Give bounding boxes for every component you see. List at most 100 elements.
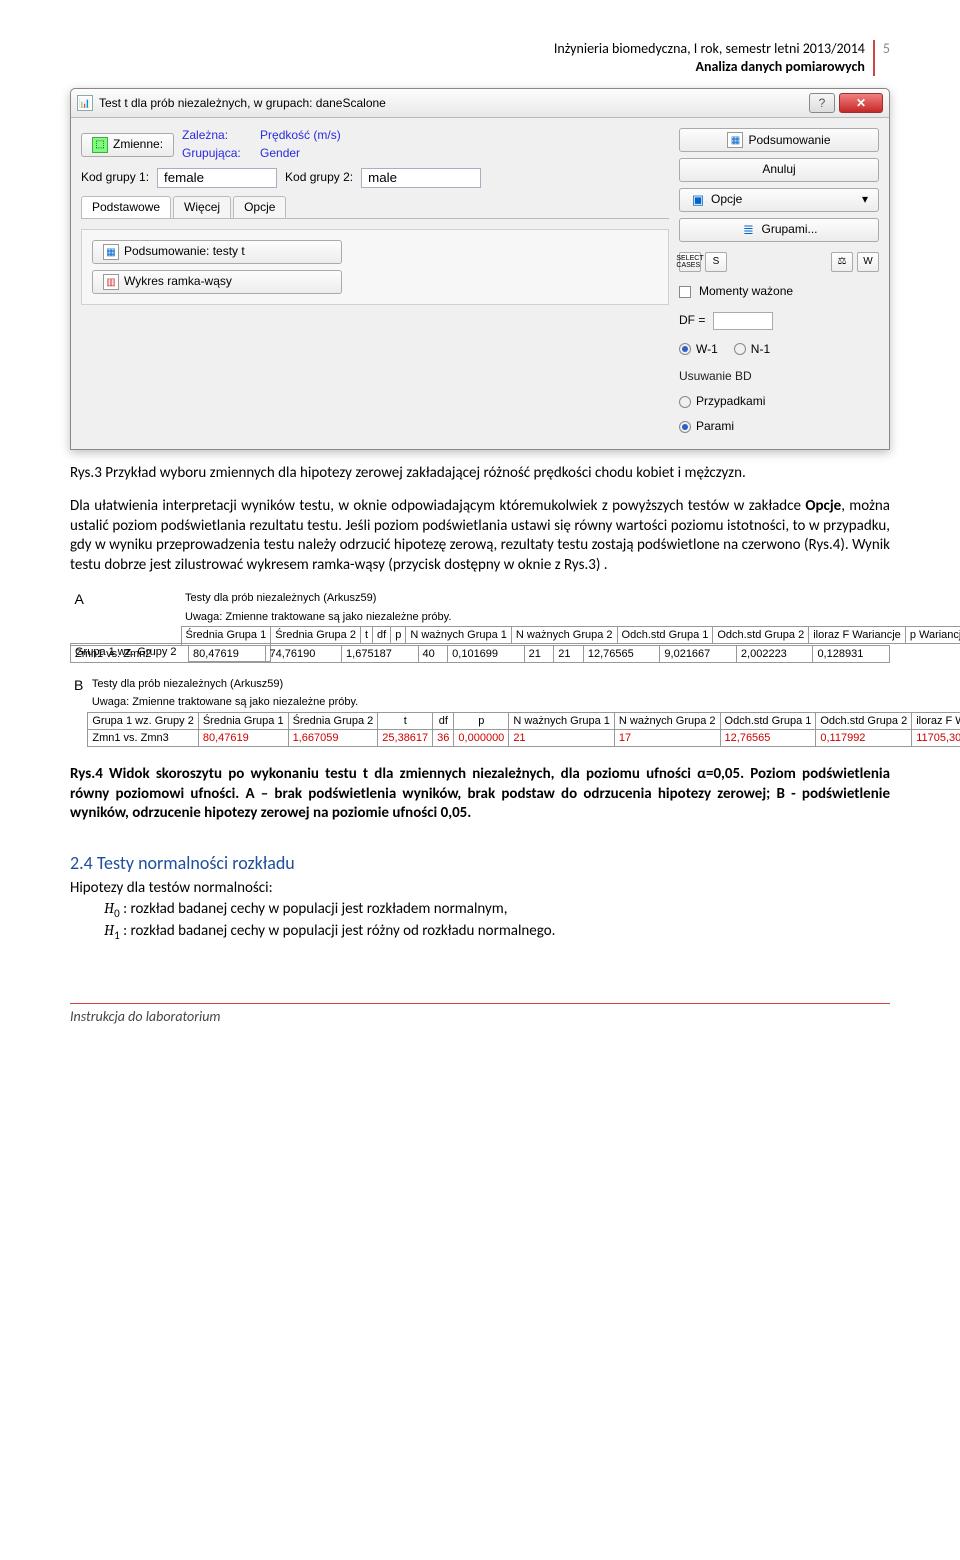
cell: 17: [614, 729, 720, 746]
cell: 0,101699: [448, 645, 525, 662]
tab-podstawowe[interactable]: Podstawowe: [81, 196, 171, 219]
window-title: Test t dla prób niezależnych, w grupach:…: [99, 96, 805, 112]
kod2-label: Kod grupy 2:: [285, 170, 353, 186]
col: Średnia Grupa 2: [271, 627, 361, 644]
table-b-letter: B: [70, 675, 88, 747]
table-b-data-row: Zmn1 vs. Zmn3 80,47619 1,667059 25,38617…: [70, 729, 960, 746]
wykres-label: Wykres ramka-wąsy: [124, 274, 232, 290]
h0-line: H0 : rozkład badanej cechy w populacji j…: [70, 899, 890, 921]
col: t: [360, 627, 372, 644]
n1-label: N-1: [751, 342, 770, 358]
table-b-note1: Testy dla prób niezależnych (Arkusz59): [88, 675, 960, 693]
col: Średnia Grupa 1: [181, 627, 271, 644]
summary-icon: ▦: [103, 244, 119, 260]
grupami-button[interactable]: ≣ Grupami...: [679, 218, 879, 242]
col: Średnia Grupa 2: [288, 712, 378, 729]
s-button[interactable]: S: [705, 252, 727, 272]
col: iloraz F Wariancje: [809, 627, 906, 644]
col: df: [373, 627, 391, 644]
summary-top-icon: ▦: [727, 132, 743, 148]
select-cases-button[interactable]: SELECTCASES: [679, 252, 701, 272]
cell: 12,76565: [583, 645, 660, 662]
cell: 1,675187: [342, 645, 419, 662]
table-a-letter: A: [71, 589, 182, 643]
table-b-header-row: Grupa 1 wz. Grupy 2 Średnia Grupa 1 Śred…: [70, 712, 960, 729]
kod2-input[interactable]: [361, 168, 481, 188]
col: t: [378, 712, 433, 729]
col: Średnia Grupa 1: [198, 712, 288, 729]
options-icon: ▣: [690, 192, 706, 208]
tab-opcje[interactable]: Opcje: [233, 196, 286, 219]
cell: 36: [433, 729, 454, 746]
weight-button[interactable]: ⚖: [831, 252, 853, 272]
col: Odch.std Grupa 2: [816, 712, 912, 729]
cell: 40: [418, 645, 448, 662]
kod1-input[interactable]: [157, 168, 277, 188]
anuluj-button[interactable]: Anuluj: [679, 158, 879, 182]
cell: 0,000000: [454, 729, 509, 746]
grupujaca-value: Gender: [260, 146, 300, 162]
col: N ważnych Grupa 2: [614, 712, 720, 729]
grupami-label: Grupami...: [761, 222, 817, 238]
table-a-note2: Uwaga: Zmienne traktowane są jako niezal…: [181, 608, 960, 627]
przypadkami-radio[interactable]: [679, 396, 691, 408]
df-label: DF =: [679, 313, 705, 329]
h1-text: : rozkład badanej cechy w populacji jest…: [120, 922, 556, 940]
cell: 0,117992: [816, 729, 912, 746]
n1-radio[interactable]: [734, 343, 746, 355]
cell: 25,38617: [378, 729, 433, 746]
zalezna-label: Zależna:: [182, 128, 252, 144]
dialog-window: 📊 Test t dla prób niezależnych, w grupac…: [70, 88, 890, 450]
boxplot-icon: ▥: [103, 274, 119, 290]
zalezna-value: Prędkość (m/s): [260, 128, 341, 144]
wykres-button[interactable]: ▥ Wykres ramka-wąsy: [92, 270, 342, 294]
col: Odch.std Grupa 1: [617, 627, 713, 644]
tabs: Podstawowe Więcej Opcje: [81, 196, 669, 220]
tab-panel: ▦ Podsumowanie: testy t ▥ Wykres ramka-w…: [81, 229, 669, 305]
fig4-caption: Rys.4 Widok skoroszytu po wykonaniu test…: [70, 765, 890, 824]
podsumowanie-button[interactable]: ▦ Podsumowanie: [679, 128, 879, 152]
momenty-checkbox[interactable]: [679, 286, 691, 298]
col: p Wariancje: [905, 627, 960, 644]
close-button[interactable]: ✕: [839, 93, 883, 113]
col: p: [454, 712, 509, 729]
opcje-label: Opcje: [711, 192, 742, 208]
col: N ważnych Grupa 1: [509, 712, 615, 729]
col: N ważnych Grupa 2: [511, 627, 617, 644]
cell: 80,47619: [198, 729, 288, 746]
cell: 21: [524, 645, 554, 662]
parami-radio[interactable]: [679, 421, 691, 433]
kod1-label: Kod grupy 1:: [81, 170, 149, 186]
table-b-note2: Uwaga: Zmienne traktowane są jako niezal…: [88, 693, 960, 712]
zmienne-button[interactable]: ⬚ Zmienne:: [81, 133, 174, 157]
zmienne-label: Zmienne:: [113, 137, 163, 153]
podsumowanie-label: Podsumowanie: [748, 133, 830, 149]
tab-wiecej[interactable]: Więcej: [173, 196, 231, 219]
podsumowanie-testy-button[interactable]: ▦ Podsumowanie: testy t: [92, 240, 342, 264]
rowlabel: Zmn1 vs. Zmn3: [88, 729, 199, 746]
col: Odch.std Grupa 1: [720, 712, 816, 729]
cell: 9,021667: [660, 645, 737, 662]
df-input[interactable]: [713, 312, 773, 330]
cell: 2,002223: [736, 645, 813, 662]
app-icon: 📊: [77, 95, 93, 111]
help-button[interactable]: ?: [809, 93, 835, 113]
col: Odch.std Grupa 2: [713, 627, 809, 644]
h0-text: : rozkład badanej cechy w populacji jest…: [120, 900, 508, 918]
table-a-data: Zmn1 vs. Zmn2 80,47619 74,76190 1,675187…: [70, 645, 890, 663]
w1-radio[interactable]: [679, 343, 691, 355]
w1-label: W-1: [696, 342, 718, 358]
cell: 74,76190: [265, 645, 342, 662]
w-button[interactable]: W: [857, 252, 879, 272]
by-group-icon: ≣: [740, 222, 756, 238]
grupujaca-label: Grupująca:: [182, 146, 252, 162]
h1-line: H1 : rozkład badanej cechy w populacji j…: [70, 921, 890, 943]
header-line2: Analiza danych pomiarowych: [554, 58, 865, 76]
sec24-intro: Hipotezy dla testów normalności:: [70, 879, 890, 899]
opcje-button[interactable]: ▣ Opcje ▾: [679, 188, 879, 212]
cell: 21: [554, 645, 584, 662]
page-number: 5: [875, 40, 890, 58]
cell: 80,47619: [189, 645, 266, 662]
cell: 0,128931: [813, 645, 890, 662]
variables-icon: ⬚: [92, 137, 108, 153]
